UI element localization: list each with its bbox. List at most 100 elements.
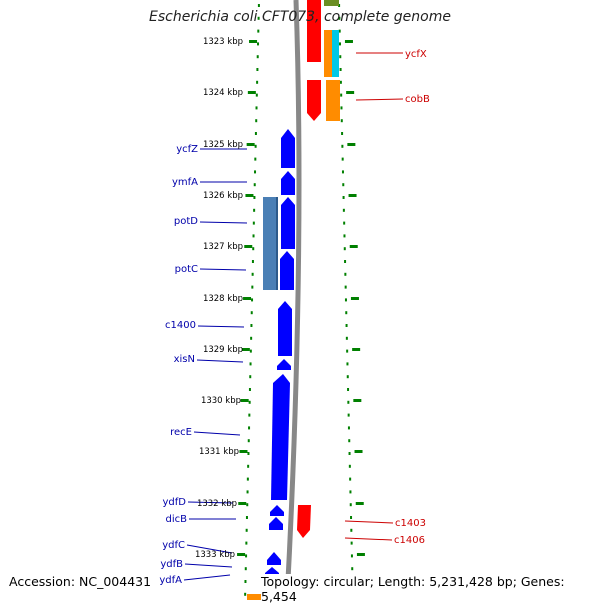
tick-dot <box>256 80 259 84</box>
gene-label-ydfD[interactable]: ydfD <box>163 497 187 508</box>
gene-c1403[interactable] <box>297 505 311 538</box>
tick-dot <box>349 503 352 507</box>
tick-dot <box>244 567 247 571</box>
gene-recE[interactable] <box>271 374 290 500</box>
gene-label-xisN[interactable]: xisN <box>174 354 195 365</box>
kbp-label: 1333 kbp <box>195 550 235 560</box>
tick-dot <box>344 298 347 302</box>
gene-label-c1403[interactable]: c1403 <box>395 518 426 529</box>
gene-label-c1406[interactable]: c1406 <box>394 535 425 546</box>
leader-line <box>187 501 234 504</box>
tick-dot <box>340 119 343 123</box>
gene-label-ymfA[interactable]: ymfA <box>172 177 198 188</box>
kbp-tick <box>246 143 255 146</box>
tick-dot <box>254 170 257 174</box>
tick-dot <box>345 336 348 340</box>
gene-potD[interactable] <box>281 197 295 249</box>
kbp-tick <box>356 553 365 556</box>
tick-dot <box>350 554 353 558</box>
tick-dot <box>344 272 347 276</box>
tick-dot <box>348 464 351 468</box>
leader-line <box>183 574 231 581</box>
tick-dot <box>250 336 253 340</box>
gene-label-recE[interactable]: recE <box>170 427 192 438</box>
tick-dot <box>347 388 350 391</box>
gene-label-cobB[interactable]: cobB <box>405 94 430 105</box>
tick-dot <box>341 132 344 135</box>
kbp-tick <box>239 450 248 453</box>
tick-dot <box>341 170 344 174</box>
tick-dot <box>244 580 247 583</box>
gene-ydfB[interactable] <box>265 567 279 576</box>
tick-dot <box>342 196 345 199</box>
leader-line <box>199 268 247 271</box>
kbp-tick <box>243 297 252 300</box>
gene-orange-1 <box>324 30 332 77</box>
tick-dot <box>245 528 248 532</box>
kbp-label: 1326 kbp <box>203 191 243 201</box>
tick-dot <box>251 272 254 276</box>
tick-dot <box>252 234 255 238</box>
gene-c1400[interactable] <box>278 301 292 356</box>
gene-label-potD[interactable]: potD <box>174 216 198 227</box>
gene-label-ycfZ[interactable]: ycfZ <box>176 144 198 155</box>
tick-dot <box>343 247 346 251</box>
tick-dot <box>338 42 341 46</box>
leader-line <box>344 537 393 541</box>
tick-dot <box>347 413 350 417</box>
gene-cobB-red[interactable] <box>307 80 321 121</box>
tick-dot <box>246 503 249 507</box>
kbp-label: 1331 kbp <box>199 447 239 457</box>
tick-dot <box>341 157 344 161</box>
kbp-tick <box>350 297 359 300</box>
tick-dot <box>257 42 260 46</box>
tick-dot <box>248 413 251 417</box>
operon-bar-edge <box>276 197 278 290</box>
operon-bar <box>263 197 277 290</box>
kbp-label: 1328 kbp <box>203 294 243 304</box>
gene-cobB-orange[interactable] <box>326 80 340 121</box>
kbp-tick <box>349 245 358 248</box>
gene-ycfZ[interactable] <box>281 129 295 168</box>
tick-dot <box>257 4 260 7</box>
tick-dot <box>346 349 349 353</box>
tick-dot <box>340 106 343 110</box>
tick-dot <box>254 132 257 135</box>
kbp-label: 1329 kbp <box>203 345 243 355</box>
gene-label-dicB[interactable]: dicB <box>166 514 188 525</box>
tick-dot <box>350 528 353 532</box>
gene-potC[interactable] <box>280 251 294 290</box>
tick-dot <box>345 311 348 315</box>
gene-label-c1400[interactable]: c1400 <box>165 320 196 331</box>
tick-dot <box>254 157 257 161</box>
gene-ydfD[interactable] <box>270 505 284 516</box>
gene-ydfC[interactable] <box>267 552 281 565</box>
tick-dot <box>351 567 354 571</box>
gene-label-ydfB[interactable]: ydfB <box>160 559 183 570</box>
tick-dot <box>339 68 342 71</box>
gene-label-ydfC[interactable]: ydfC <box>162 540 185 551</box>
tick-dot <box>245 541 248 545</box>
tick-dot <box>248 388 251 391</box>
gene-label-ycfX[interactable]: ycfX <box>405 49 427 60</box>
tick-dot <box>247 464 250 468</box>
gene-dicB[interactable] <box>269 517 283 530</box>
leader-line <box>199 221 248 224</box>
gene-ymfA[interactable] <box>281 171 295 195</box>
gene-label-potC[interactable]: potC <box>175 264 198 275</box>
tick-dot <box>340 93 343 97</box>
tick-dot <box>252 221 255 225</box>
gene-ycfX[interactable] <box>307 0 321 62</box>
kbp-tick <box>354 450 363 453</box>
kbp-tick <box>247 91 256 94</box>
gene-label-ydfA[interactable]: ydfA <box>159 575 182 586</box>
tick-dot <box>247 452 250 455</box>
tick-dot <box>342 208 345 212</box>
label-leaders <box>183 52 404 581</box>
tick-dot <box>250 311 253 315</box>
leader-line <box>196 359 244 363</box>
gene-xisN[interactable] <box>277 359 291 370</box>
tick-dot <box>345 324 348 327</box>
tick-dot <box>255 93 258 97</box>
